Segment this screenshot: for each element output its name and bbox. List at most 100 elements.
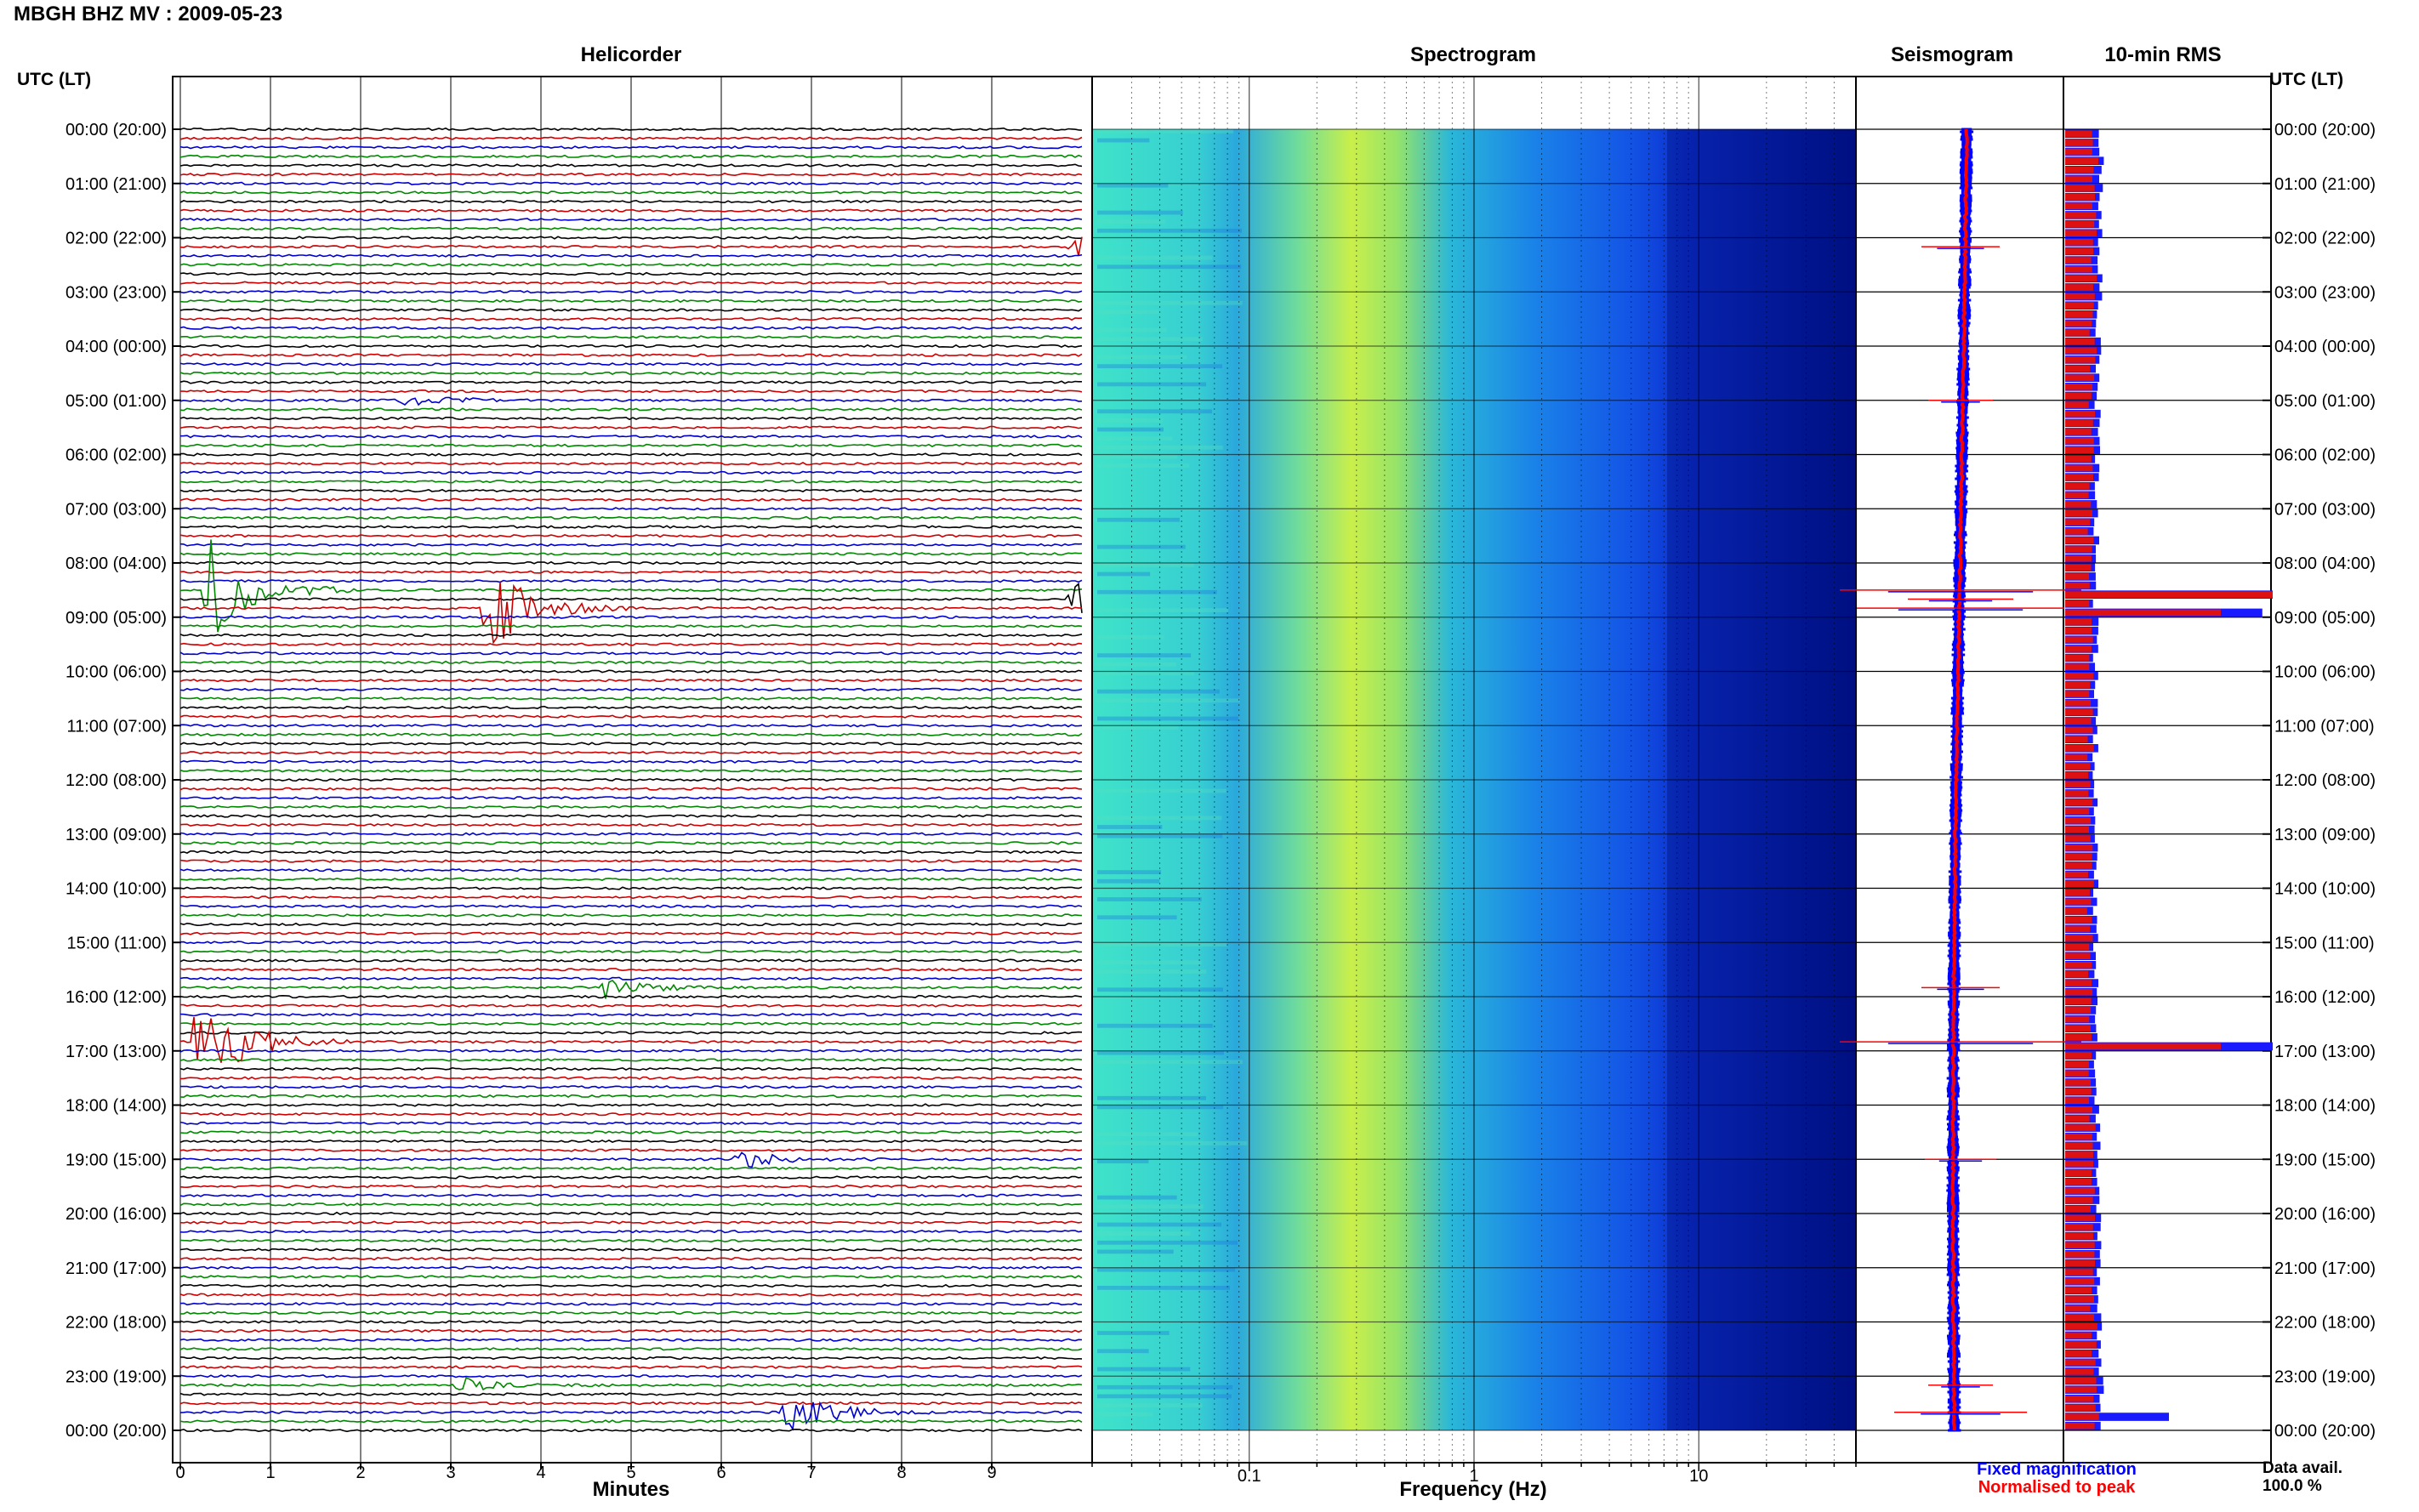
rms-normalised-bar xyxy=(2065,745,2094,752)
rms-normalised-bar xyxy=(2065,1323,2097,1330)
rms-normalised-bar xyxy=(2065,799,2093,806)
helicorder-trace-row xyxy=(179,1293,1083,1297)
rms-normalised-bar xyxy=(2065,401,2089,408)
helicorder-trace-row xyxy=(179,904,1083,908)
rms-normalised-bar xyxy=(2065,257,2092,264)
helicorder-trace-row xyxy=(179,290,1083,294)
helicorder-trace-row xyxy=(179,750,1083,755)
rms-normalised-bar xyxy=(2065,356,2096,363)
helicorder-trace-row xyxy=(179,1175,1083,1179)
right-hour-label: 00:00 (20:00) xyxy=(2274,121,2376,139)
helicorder-trace-row xyxy=(179,515,1083,520)
rms-normalised-bar xyxy=(2065,384,2093,390)
helicorder-trace-row xyxy=(179,832,1083,836)
helicorder-trace-row xyxy=(179,443,1083,448)
helicorder-trace-row xyxy=(179,850,1083,855)
rms-normalised-bar xyxy=(2065,1404,2096,1412)
helicorder-trace-row xyxy=(179,732,1083,737)
rms-normalised-bar xyxy=(2065,392,2092,400)
rms-normalised-bar xyxy=(2065,284,2094,291)
rms-normalised-bar xyxy=(2065,1079,2091,1086)
helicorder-trace-row xyxy=(179,696,1083,701)
rms-normalised-bar xyxy=(2065,338,2095,345)
helicorder-trace-row xyxy=(179,922,1083,927)
helicorder-trace-row xyxy=(179,1139,1083,1144)
rms-fixed-bar xyxy=(2065,1413,2169,1421)
rms-normalised-bar xyxy=(2065,365,2091,372)
rms-normalised-bar xyxy=(2065,718,2092,725)
rms-normalised-bar xyxy=(2065,1133,2092,1140)
helicorder-trace-row xyxy=(179,326,1083,330)
left-hour-label: 00:00 (20:00) xyxy=(65,1422,167,1441)
helicorder-trace-row xyxy=(179,1365,1083,1369)
helicorder-trace-row xyxy=(179,796,1083,800)
rms-normalised-bar xyxy=(2065,311,2093,318)
rms-normalised-bar xyxy=(2065,1332,2092,1339)
helicorder-title: Helicorder xyxy=(581,43,682,66)
helicorder-trace-row xyxy=(179,362,1083,367)
rms-normalised-bar xyxy=(2065,691,2090,697)
helicorder-trace-row xyxy=(179,163,1083,168)
rms-normalised-bar xyxy=(2065,220,2095,228)
helicorder-trace-row xyxy=(179,769,1083,773)
helicorder-trace-row xyxy=(179,1419,1083,1424)
helicorder-trace-row xyxy=(179,705,1083,710)
rms-normalised-bar xyxy=(2065,167,2094,173)
helicorder-xlabel: Minutes xyxy=(593,1478,670,1501)
right-hour-label: 17:00 (13:00) xyxy=(2274,1043,2376,1061)
helicorder-trace-row xyxy=(179,868,1083,873)
right-hour-label: 15:00 (11:00) xyxy=(2274,934,2375,952)
right-hour-label: 09:00 (05:00) xyxy=(2274,609,2376,628)
rms-normalised-bar xyxy=(2065,202,2092,210)
rms-normalised-bar xyxy=(2065,771,2089,779)
rms-normalised-bar xyxy=(2065,419,2093,427)
rms-normalised-bar xyxy=(2065,1115,2090,1123)
rms-normalised-bar xyxy=(2065,880,2094,887)
left-hour-label: 17:00 (13:00) xyxy=(65,1043,167,1061)
rms-normalised-bar xyxy=(2065,970,2089,978)
rms-normalised-bar xyxy=(2065,1205,2091,1213)
rms-normalised-bar xyxy=(2065,1422,2095,1430)
rms-normalised-bar xyxy=(2065,1124,2096,1131)
helicorder-trace-row xyxy=(179,1356,1083,1361)
helicorder-trace-row xyxy=(179,1185,1083,1189)
left-hour-label: 18:00 (14:00) xyxy=(65,1097,167,1116)
rms-normalised-bar xyxy=(2065,1142,2093,1150)
rms-normalised-bar xyxy=(2065,826,2089,833)
rms-normalised-bar xyxy=(2065,1106,2092,1113)
rms-normalised-bar xyxy=(2065,546,2092,553)
helicorder-trace-row xyxy=(179,1021,1083,1026)
right-hour-label: 10:00 (06:00) xyxy=(2274,663,2376,682)
helicorder-trace-row xyxy=(179,822,1083,827)
rms-normalised-bar xyxy=(2065,1052,2092,1059)
helicorder-trace-row xyxy=(179,218,1083,222)
helicorder-tick-label: 0 xyxy=(175,1464,185,1482)
left-hour-label: 03:00 (23:00) xyxy=(65,283,167,302)
helicorder-trace-row xyxy=(179,1302,1083,1306)
rms-normalised-bar xyxy=(2065,1025,2091,1032)
rms-normalised-bar xyxy=(2065,329,2090,336)
left-hour-label: 20:00 (16:00) xyxy=(65,1205,167,1224)
rms-normalised-bar xyxy=(2065,1070,2089,1077)
rms-normalised-bar xyxy=(2065,988,2093,996)
helicorder-trace-row xyxy=(179,1401,1083,1431)
rms-normalised-bar xyxy=(2065,446,2094,453)
helicorder-trace-row xyxy=(179,814,1083,818)
rms-normalised-bar xyxy=(2065,1377,2097,1384)
left-hour-label: 07:00 (03:00) xyxy=(65,500,167,519)
helicorder-trace-row xyxy=(179,380,1082,384)
helicorder-trace-row xyxy=(179,127,1083,132)
axis-labels: 00:00 (20:00) 00:00 (20:00) 01:00 (21:00) 0… xyxy=(65,121,2376,1486)
helicorder-trace-row xyxy=(179,804,1083,810)
helicorder-trace-row xyxy=(179,642,1083,646)
helicorder-trace-row xyxy=(179,582,1082,645)
helicorder-trace-row xyxy=(179,543,1083,547)
left-hour-label: 21:00 (17:00) xyxy=(65,1259,167,1278)
helicorder-trace-row xyxy=(179,1016,1083,1063)
helicorder-trace-row xyxy=(179,980,1083,999)
right-hour-label: 22:00 (18:00) xyxy=(2274,1314,2376,1333)
helicorder-trace-row xyxy=(179,1377,1083,1391)
rms-normalised-bar xyxy=(2065,1386,2097,1393)
rms-normalised-bar xyxy=(2065,763,2091,770)
right-hour-label: 16:00 (12:00) xyxy=(2274,988,2376,1007)
